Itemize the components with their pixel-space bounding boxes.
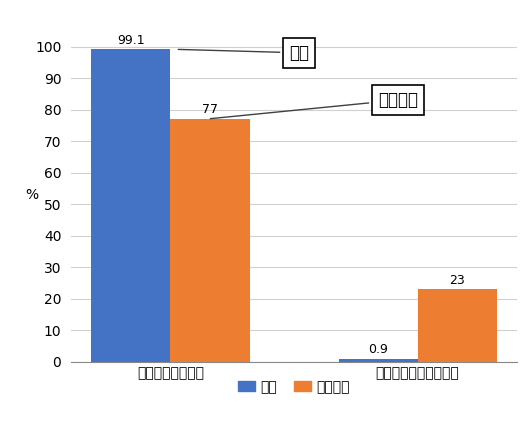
Text: 77: 77	[202, 103, 218, 117]
Text: 良くない: 良くない	[210, 91, 418, 119]
Text: 23: 23	[450, 274, 465, 286]
Bar	[92, 49, 170, 362]
Text: 0.9: 0.9	[368, 343, 388, 356]
Y-axis label: %: %	[26, 188, 39, 202]
Bar	[338, 359, 418, 362]
Text: 良い: 良い	[178, 44, 309, 62]
Text: 99.1: 99.1	[117, 34, 145, 47]
Bar	[170, 119, 250, 362]
Bar	[418, 289, 497, 362]
Legend: 良い, 良くない: 良い, 良くない	[233, 374, 355, 400]
